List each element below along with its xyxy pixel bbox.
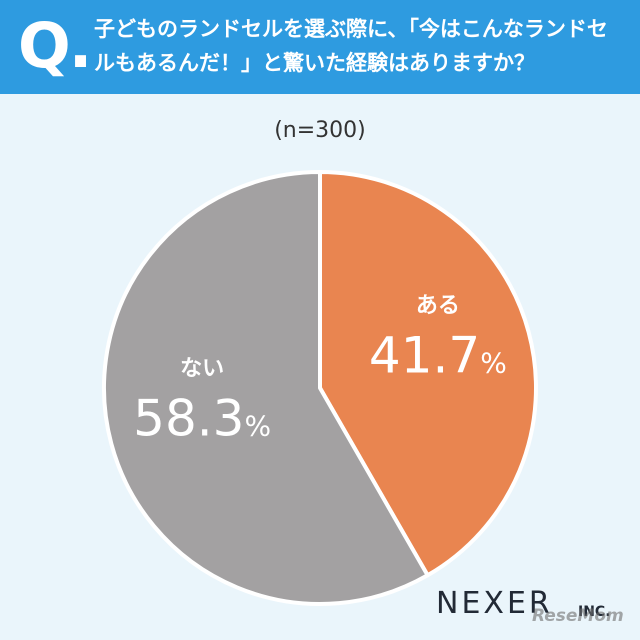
question-header: Q. 子どものランドセルを選ぶ際に、「今はこんなランドセルもあるんだ！」と驚いた… <box>0 0 640 94</box>
question-text: 子どものランドセルを選ぶ際に、「今はこんなランドセルもあるんだ！」と驚いた経験は… <box>94 17 608 75</box>
brand-suffix: INC. <box>578 604 611 620</box>
slice-label-2: ない <box>180 356 224 381</box>
q-mark: Q. <box>18 9 92 82</box>
watermark: ReseMom <box>532 606 624 626</box>
slice-value-1: 41.7% <box>369 327 507 385</box>
brand-logo: NEXER <box>436 586 553 621</box>
pie-slice-2 <box>102 170 430 606</box>
slice-label-1: ある <box>416 294 460 319</box>
slice-value-2: 58.3% <box>133 389 271 447</box>
pie-slice-1 <box>318 170 538 578</box>
sample-size-label: (n=300) <box>274 118 366 143</box>
